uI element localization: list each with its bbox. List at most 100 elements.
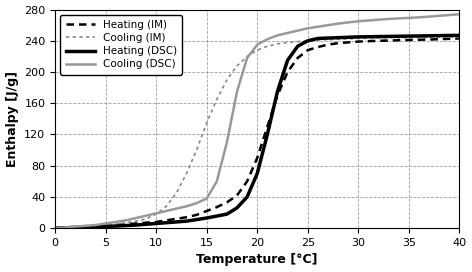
Heating (IM) <box>153 220 159 224</box>
Heating (IM) <box>406 38 412 42</box>
Heating (DSC) <box>295 45 301 48</box>
Cooling (IM) <box>194 149 199 152</box>
Cooling (DSC) <box>386 17 391 21</box>
Heating (IM) <box>174 217 179 220</box>
Cooling (IM) <box>174 191 179 195</box>
Cooling (DSC) <box>204 197 210 200</box>
Heating (IM) <box>93 225 98 228</box>
Heating (IM) <box>335 42 341 45</box>
Heating (IM) <box>184 216 189 219</box>
Cooling (IM) <box>93 224 98 227</box>
Heating (IM) <box>234 194 240 197</box>
Heating (IM) <box>254 156 260 160</box>
Cooling (IM) <box>73 226 78 229</box>
Cooling (DSC) <box>62 226 68 229</box>
Heating (IM) <box>305 48 311 52</box>
Cooling (DSC) <box>315 25 320 28</box>
Heating (IM) <box>285 70 290 74</box>
Cooling (IM) <box>305 39 311 42</box>
Cooling (DSC) <box>163 209 169 213</box>
Cooling (IM) <box>234 64 240 67</box>
Heating (DSC) <box>184 220 189 223</box>
Cooling (DSC) <box>123 219 129 222</box>
Cooling (DSC) <box>194 202 199 205</box>
Line: Heating (IM): Heating (IM) <box>55 38 459 228</box>
Cooling (DSC) <box>234 90 240 93</box>
Cooling (IM) <box>133 220 139 223</box>
Heating (DSC) <box>264 133 270 136</box>
Cooling (DSC) <box>325 24 331 27</box>
Heating (IM) <box>204 209 210 213</box>
Heating (DSC) <box>285 59 290 62</box>
Heating (IM) <box>103 224 109 227</box>
Cooling (IM) <box>143 217 149 220</box>
Cooling (IM) <box>275 42 280 45</box>
Cooling (DSC) <box>456 13 462 16</box>
Cooling (DSC) <box>184 205 189 208</box>
Heating (DSC) <box>315 37 320 40</box>
Cooling (IM) <box>204 121 210 124</box>
Heating (DSC) <box>275 90 280 93</box>
Cooling (DSC) <box>174 207 179 210</box>
Cooling (IM) <box>285 41 290 44</box>
Cooling (DSC) <box>214 180 219 183</box>
Heating (IM) <box>325 43 331 46</box>
Cooling (IM) <box>113 222 118 226</box>
Heating (DSC) <box>73 226 78 229</box>
Cooling (DSC) <box>143 214 149 217</box>
Cooling (IM) <box>315 38 320 42</box>
Heating (IM) <box>436 38 442 41</box>
Cooling (DSC) <box>305 27 311 30</box>
X-axis label: Temperature [°C]: Temperature [°C] <box>196 254 318 267</box>
Cooling (IM) <box>52 227 58 230</box>
Heating (DSC) <box>133 223 139 227</box>
Heating (IM) <box>264 125 270 128</box>
Cooling (DSC) <box>295 29 301 32</box>
Cooling (DSC) <box>416 16 422 19</box>
Heating (DSC) <box>456 34 462 37</box>
Heating (DSC) <box>355 35 361 39</box>
Cooling (IM) <box>153 212 159 216</box>
Cooling (IM) <box>244 55 250 58</box>
Cooling (DSC) <box>275 34 280 37</box>
Heating (DSC) <box>234 206 240 209</box>
Heating (IM) <box>456 37 462 40</box>
Heating (IM) <box>376 39 381 42</box>
Cooling (IM) <box>335 38 341 41</box>
Cooling (IM) <box>264 45 270 48</box>
Cooling (DSC) <box>153 212 159 215</box>
Heating (IM) <box>214 205 219 209</box>
Heating (IM) <box>52 227 58 230</box>
Cooling (IM) <box>224 78 230 81</box>
Legend: Heating (IM), Cooling (IM), Heating (DSC), Cooling (DSC): Heating (IM), Cooling (IM), Heating (DSC… <box>60 15 182 75</box>
Heating (IM) <box>133 222 139 225</box>
Cooling (IM) <box>103 223 109 227</box>
Heating (IM) <box>123 222 129 226</box>
Cooling (DSC) <box>103 222 109 225</box>
Heating (DSC) <box>204 217 210 220</box>
Y-axis label: Enthalpy [J/g]: Enthalpy [J/g] <box>6 71 18 167</box>
Cooling (DSC) <box>83 224 88 227</box>
Heating (IM) <box>194 213 199 217</box>
Heating (IM) <box>143 221 149 224</box>
Cooling (DSC) <box>73 225 78 228</box>
Cooling (DSC) <box>224 141 230 144</box>
Cooling (DSC) <box>335 22 341 25</box>
Line: Cooling (DSC): Cooling (DSC) <box>55 14 459 228</box>
Cooling (IM) <box>163 205 169 208</box>
Cooling (DSC) <box>244 56 250 60</box>
Heating (DSC) <box>52 227 58 230</box>
Cooling (DSC) <box>52 227 58 230</box>
Heating (IM) <box>244 180 250 183</box>
Cooling (IM) <box>123 221 129 224</box>
Line: Cooling (IM): Cooling (IM) <box>55 37 459 228</box>
Cooling (IM) <box>416 36 422 39</box>
Heating (DSC) <box>224 212 230 216</box>
Cooling (IM) <box>83 225 88 228</box>
Cooling (IM) <box>386 36 391 39</box>
Cooling (IM) <box>214 98 219 101</box>
Cooling (DSC) <box>93 223 98 227</box>
Heating (IM) <box>113 223 118 227</box>
Heating (IM) <box>83 225 88 229</box>
Heating (DSC) <box>254 172 260 175</box>
